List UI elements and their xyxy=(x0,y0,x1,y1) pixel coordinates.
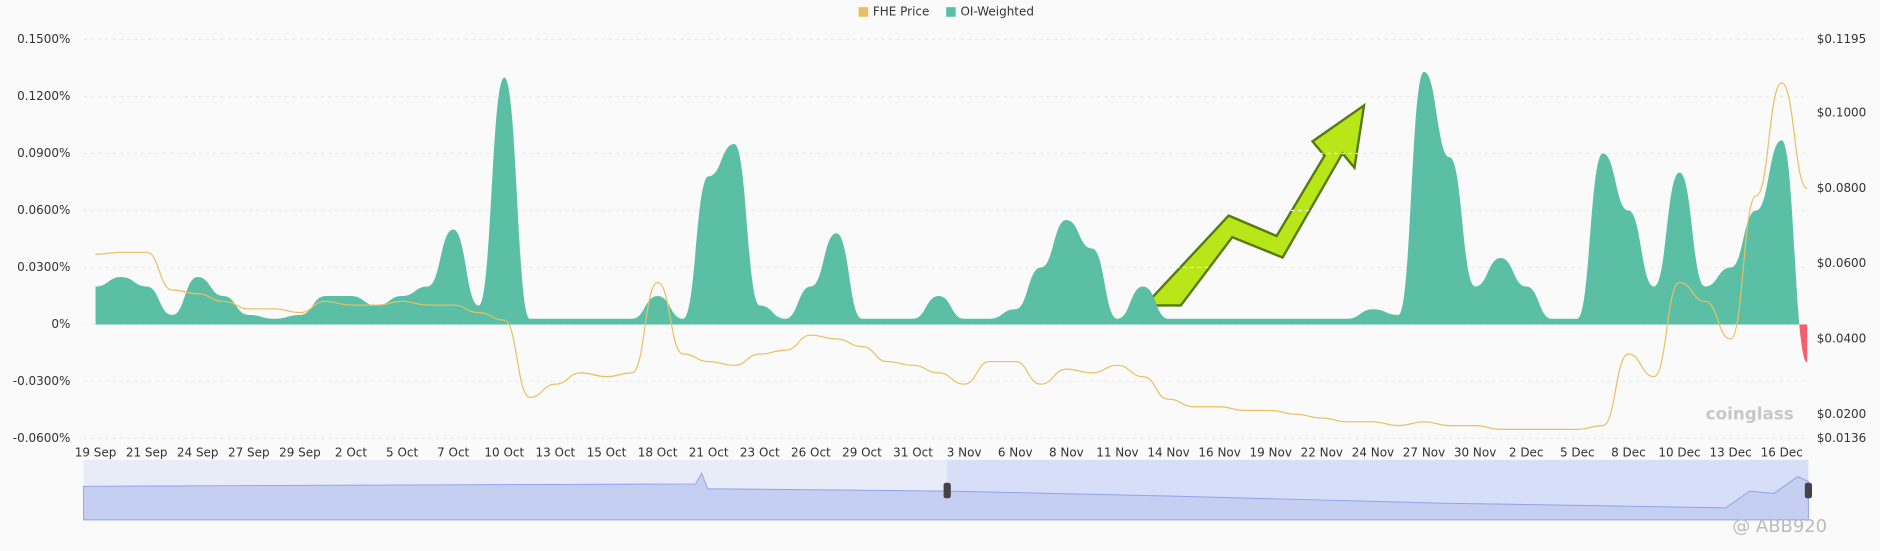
plot: -0.0600% -0.0300% 0% 0.0300% 0.0600% 0.0900% 0… xyxy=(13,32,1867,459)
x-tick-label: 18 Oct xyxy=(638,445,678,459)
legend-swatch xyxy=(858,7,869,17)
x-tick-label: 19 Sep xyxy=(75,445,117,459)
legend: FHE Price OI-Weighted xyxy=(858,4,1034,18)
y-tick-label: 0.1500% xyxy=(17,32,70,46)
x-tick-label: 16 Nov xyxy=(1198,445,1240,459)
x-tick-label: 21 Oct xyxy=(689,445,729,459)
y-tick-label: 0% xyxy=(51,317,70,331)
x-tick-label: 3 Nov xyxy=(947,445,982,459)
x-tick-label: 16 Dec xyxy=(1761,445,1803,459)
x-tick-label: 8 Dec xyxy=(1611,445,1646,459)
legend-label: OI-Weighted xyxy=(961,4,1034,18)
y2-tick-label: $0.1195 xyxy=(1817,32,1866,46)
y-tick-label: -0.0300% xyxy=(13,374,71,388)
x-tick-label: 13 Oct xyxy=(536,445,576,459)
x-tick-label: 11 Nov xyxy=(1096,445,1138,459)
y-tick-label: 0.0900% xyxy=(17,146,70,160)
x-tick-label: 8 Nov xyxy=(1049,445,1084,459)
navigator-handle[interactable] xyxy=(943,482,951,499)
x-tick-label: 2 Dec xyxy=(1509,445,1544,459)
price-line xyxy=(95,82,1808,430)
x-tick-label: 26 Oct xyxy=(791,445,831,459)
y2-tick-label: $0.1000 xyxy=(1817,105,1866,119)
y2-tick-label: $0.0600 xyxy=(1817,256,1866,270)
x-tick-label: 7 Oct xyxy=(437,445,469,459)
arrow-decoration xyxy=(1142,102,1366,307)
x-tick-label: 31 Oct xyxy=(893,445,933,459)
x-tick-label: 29 Oct xyxy=(842,445,882,459)
funding-area xyxy=(95,71,1808,363)
legend-label: FHE Price xyxy=(873,4,929,18)
x-tick-label: 24 Sep xyxy=(177,445,219,459)
x-tick-label: 2 Oct xyxy=(335,445,367,459)
y-tick-label: 0.1200% xyxy=(17,89,70,103)
x-tick-label: 23 Oct xyxy=(740,445,780,459)
x-tick-label: 10 Oct xyxy=(484,445,524,459)
x-tick-label: 10 Dec xyxy=(1658,445,1700,459)
x-tick-label: 29 Sep xyxy=(279,445,321,459)
watermark: coinglass xyxy=(1706,403,1794,423)
y2-tick-label: $0.0400 xyxy=(1817,331,1866,345)
x-tick-label: 27 Nov xyxy=(1403,445,1445,459)
x-tick-label: 30 Nov xyxy=(1454,445,1496,459)
x-tick-label: 15 Oct xyxy=(587,445,627,459)
y-tick-label: 0.0300% xyxy=(17,260,70,274)
y-tick-label: 0.0600% xyxy=(17,203,70,217)
x-tick-label: 27 Sep xyxy=(228,445,270,459)
x-tick-label: 6 Nov xyxy=(998,445,1033,459)
x-tick-label: 21 Sep xyxy=(126,445,168,459)
x-tick-label: 19 Nov xyxy=(1250,445,1292,459)
navigator[interactable] xyxy=(83,459,1813,521)
x-tick-label: 5 Oct xyxy=(386,445,418,459)
navigator-handle[interactable] xyxy=(1804,482,1813,499)
x-tick-label: 22 Nov xyxy=(1301,445,1343,459)
y2-tick-label: $0.0800 xyxy=(1817,181,1866,195)
y-tick-label: -0.0600% xyxy=(13,431,71,445)
legend-swatch xyxy=(946,7,956,17)
x-tick-label: 13 Dec xyxy=(1709,445,1751,459)
credit: @ ABB920 xyxy=(1732,516,1827,537)
x-tick-label: 5 Dec xyxy=(1560,445,1595,459)
x-tick-label: 24 Nov xyxy=(1352,445,1394,459)
y2-tick-label: $0.0136 xyxy=(1817,431,1866,445)
x-tick-label: 14 Nov xyxy=(1147,445,1189,459)
y2-tick-label: $0.0200 xyxy=(1817,407,1866,421)
